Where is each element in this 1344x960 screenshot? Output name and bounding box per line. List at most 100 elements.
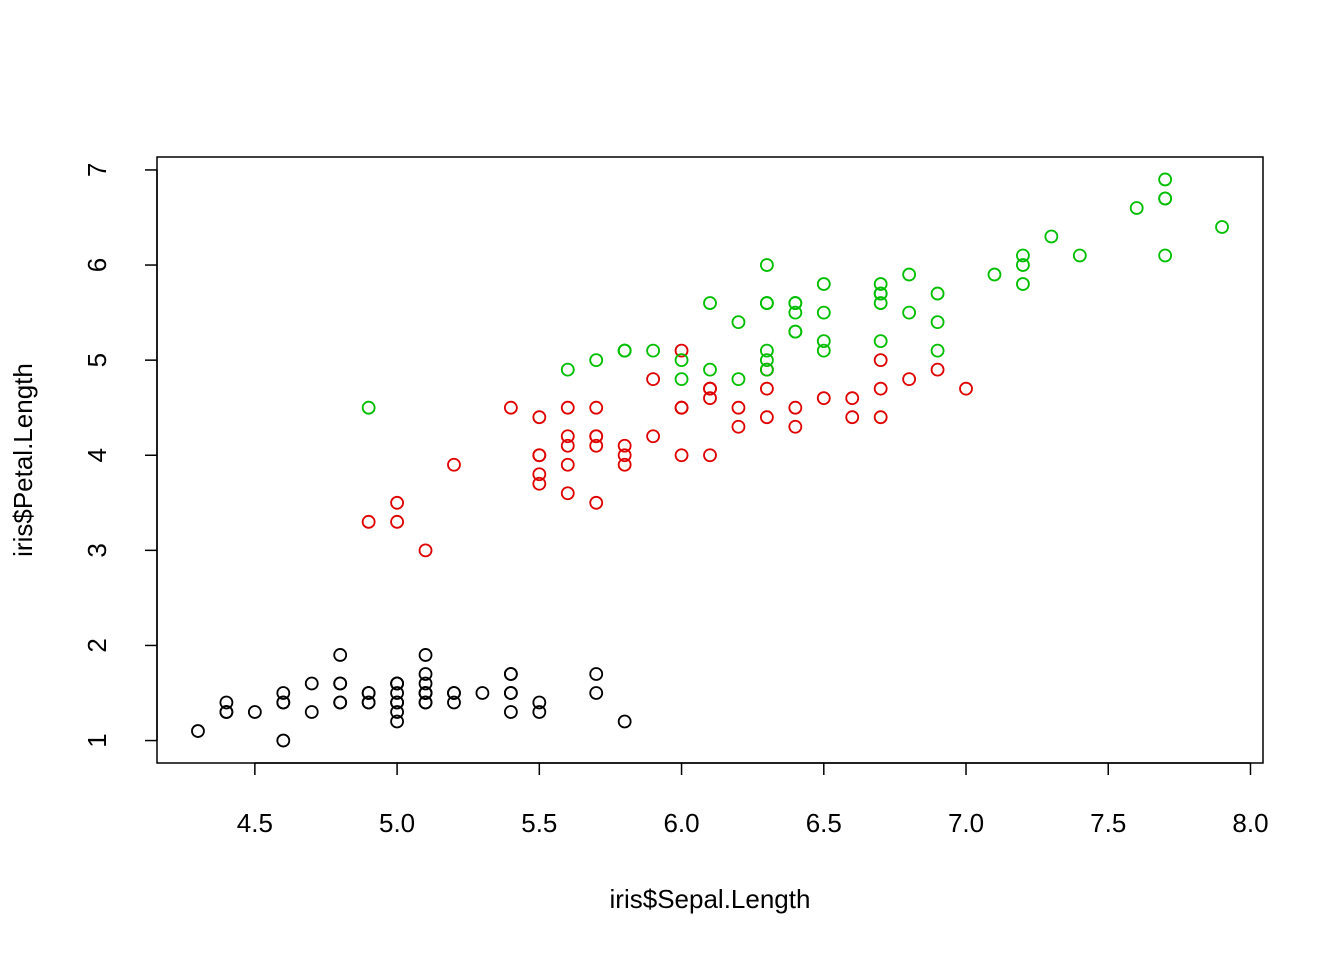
- point: [418, 695, 433, 710]
- point: [873, 286, 888, 301]
- point: [219, 695, 234, 710]
- point: [247, 705, 262, 719]
- point: [731, 419, 746, 434]
- point: [759, 296, 774, 310]
- point: [1158, 191, 1173, 206]
- point: [418, 648, 433, 662]
- point: [447, 686, 461, 700]
- x-tick-label: 7.0: [948, 808, 984, 838]
- x-tick-label: 5.0: [379, 808, 415, 838]
- point: [390, 695, 404, 710]
- point: [873, 277, 888, 291]
- y-tick-label: 4: [82, 448, 112, 462]
- point: [333, 648, 348, 662]
- point: [1016, 248, 1030, 263]
- point: [873, 334, 888, 349]
- point: [703, 381, 717, 396]
- point: [788, 296, 803, 310]
- point: [475, 686, 490, 700]
- point: [418, 686, 433, 700]
- point: [333, 695, 348, 710]
- point: [703, 362, 717, 377]
- point: [276, 733, 291, 748]
- point: [617, 438, 632, 453]
- point: [646, 343, 661, 358]
- point: [873, 353, 888, 368]
- point: [503, 667, 518, 681]
- point: [902, 305, 917, 320]
- point: [304, 705, 319, 719]
- point: [731, 372, 746, 387]
- x-tick-label: 4.5: [237, 808, 273, 838]
- point: [532, 705, 547, 719]
- point: [532, 448, 547, 463]
- point: [390, 514, 404, 529]
- point: [390, 495, 404, 510]
- point: [1044, 229, 1059, 244]
- point: [361, 514, 376, 529]
- point: [589, 438, 604, 453]
- point: [1016, 277, 1030, 291]
- point: [390, 676, 404, 691]
- point: [930, 362, 945, 377]
- y-axis-label: iris$Petal.Length: [8, 363, 38, 557]
- point: [390, 705, 404, 719]
- point: [447, 457, 461, 472]
- point: [503, 686, 518, 700]
- point: [674, 353, 689, 368]
- point: [845, 410, 860, 425]
- point: [589, 686, 604, 700]
- point: [418, 676, 433, 691]
- point: [930, 286, 945, 301]
- y-tick-label: 6: [82, 258, 112, 272]
- point: [589, 400, 604, 415]
- point: [759, 410, 774, 425]
- point: [759, 258, 774, 272]
- point: [617, 343, 632, 358]
- point: [532, 410, 547, 425]
- point: [646, 372, 661, 387]
- point: [418, 543, 433, 558]
- point: [1072, 248, 1087, 263]
- point: [1215, 220, 1229, 234]
- point: [873, 410, 888, 425]
- point: [589, 667, 604, 681]
- point: [703, 296, 717, 310]
- point: [333, 676, 348, 691]
- point: [560, 400, 575, 415]
- point: [788, 305, 803, 320]
- point: [816, 305, 831, 320]
- x-tick-label: 8.0: [1232, 808, 1268, 838]
- point: [788, 324, 803, 339]
- y-tick-label: 7: [82, 163, 112, 177]
- point: [418, 667, 433, 681]
- point: [646, 429, 661, 444]
- point: [930, 315, 945, 329]
- point: [276, 695, 291, 710]
- point: [902, 372, 917, 387]
- y-tick-label: 2: [82, 638, 112, 652]
- point: [390, 686, 404, 700]
- point: [873, 296, 888, 310]
- point: [532, 695, 547, 710]
- point: [617, 448, 632, 463]
- point: [304, 676, 319, 691]
- plot-frame: [156, 156, 1264, 764]
- point: [390, 714, 404, 729]
- point: [532, 467, 547, 482]
- y-tick-label: 3: [82, 543, 112, 557]
- point: [703, 448, 717, 463]
- point: [589, 353, 604, 368]
- point: [674, 448, 689, 463]
- point: [703, 391, 717, 406]
- x-tick-label: 5.5: [521, 808, 557, 838]
- point: [617, 457, 632, 472]
- point: [959, 381, 973, 396]
- point: [759, 353, 774, 368]
- point: [674, 372, 689, 387]
- point: [560, 429, 575, 444]
- point: [503, 705, 518, 719]
- point: [674, 400, 689, 415]
- point: [816, 334, 831, 349]
